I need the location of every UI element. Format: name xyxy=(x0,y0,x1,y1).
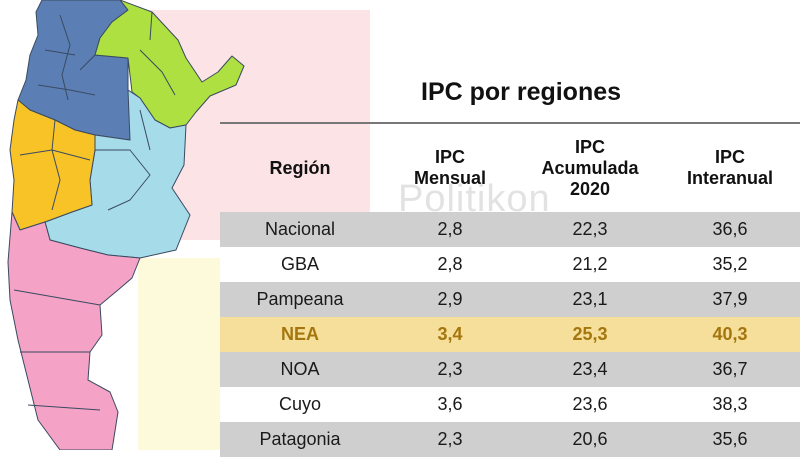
cell-ipc-acumulada: 20,6 xyxy=(572,429,608,449)
map-region-cuyo xyxy=(9,99,96,231)
cell-ipc-interanual: 35,2 xyxy=(712,254,748,274)
cell-region: GBA xyxy=(280,254,319,274)
cell-ipc-interanual: 40,3 xyxy=(712,324,748,344)
cell-ipc-interanual: 37,9 xyxy=(712,289,748,309)
cell-ipc-interanual: 35,6 xyxy=(712,429,748,449)
cell-region: Pampeana xyxy=(256,289,344,309)
column-header-region: Región xyxy=(269,157,331,178)
header-rule xyxy=(220,122,800,124)
table-row: Pampeana 2,9 23,1 37,9 xyxy=(220,282,800,317)
map-region-nea xyxy=(94,0,245,129)
cell-ipc-mensual: 2,3 xyxy=(437,359,463,379)
table-row: GBA 2,8 21,2 35,2 xyxy=(220,247,800,282)
cell-ipc-acumulada: 23,1 xyxy=(572,289,608,309)
watermark-text: Politikon xyxy=(398,178,551,220)
cell-ipc-mensual: 2,3 xyxy=(437,429,463,449)
table-row: NOA 2,3 23,4 36,7 xyxy=(220,352,800,387)
cell-ipc-interanual: 36,6 xyxy=(712,219,748,239)
column-header-ipc-mensual: IPC Mensual xyxy=(413,147,487,188)
cell-region: Nacional xyxy=(264,219,336,239)
table-row: Nacional 2,8 22,3 36,6 xyxy=(220,212,800,247)
table-row: Patagonia 2,3 20,6 35,6 xyxy=(220,422,800,457)
cell-ipc-interanual: 38,3 xyxy=(712,394,748,414)
cell-ipc-mensual: 2,8 xyxy=(437,254,463,274)
cell-region: Cuyo xyxy=(278,394,322,414)
cell-ipc-acumulada: 25,3 xyxy=(572,324,608,344)
cell-ipc-mensual: 2,8 xyxy=(437,219,463,239)
cell-ipc-mensual: 3,4 xyxy=(437,324,463,344)
cell-region: Patagonia xyxy=(259,429,341,449)
cell-ipc-acumulada: 23,4 xyxy=(572,359,608,379)
cell-ipc-mensual: 3,6 xyxy=(437,394,463,414)
table-title: IPC por regiones xyxy=(421,78,622,106)
cell-ipc-acumulada: 21,2 xyxy=(572,254,608,274)
cell-ipc-mensual: 2,9 xyxy=(437,289,463,309)
cell-ipc-interanual: 36,7 xyxy=(712,359,748,379)
column-header-ipc-acumulada: IPC Acumulada 2020 xyxy=(541,136,639,199)
cell-ipc-acumulada: 22,3 xyxy=(572,219,608,239)
table-row: Cuyo 3,6 23,6 38,3 xyxy=(220,387,800,422)
cell-region: NEA xyxy=(280,324,319,344)
cell-ipc-acumulada: 23,6 xyxy=(572,394,608,414)
cell-region: NOA xyxy=(280,359,320,379)
column-header-ipc-interanual: IPC Interanual xyxy=(686,147,774,188)
table-row: NEA 3,4 25,3 40,3 xyxy=(220,317,800,352)
